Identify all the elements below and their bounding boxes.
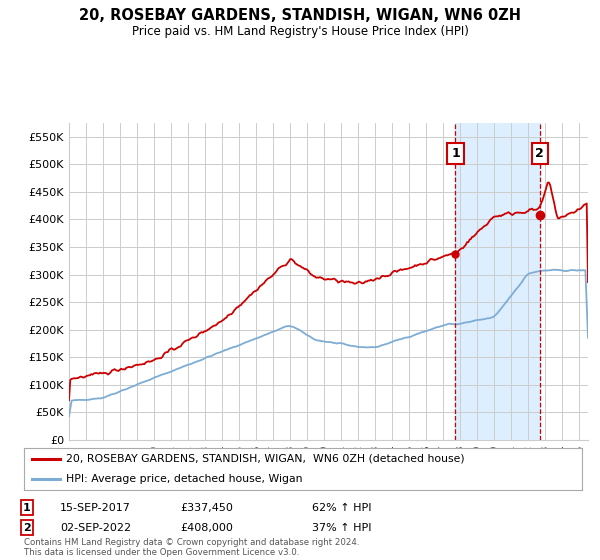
Text: 1: 1 xyxy=(451,147,460,160)
Text: 62% ↑ HPI: 62% ↑ HPI xyxy=(312,503,371,513)
Text: £337,450: £337,450 xyxy=(180,503,233,513)
Text: 20, ROSEBAY GARDENS, STANDISH, WIGAN, WN6 0ZH: 20, ROSEBAY GARDENS, STANDISH, WIGAN, WN… xyxy=(79,8,521,24)
Text: £408,000: £408,000 xyxy=(180,522,233,533)
Text: 15-SEP-2017: 15-SEP-2017 xyxy=(60,503,131,513)
Text: 2: 2 xyxy=(535,147,544,160)
Text: Contains HM Land Registry data © Crown copyright and database right 2024.
This d: Contains HM Land Registry data © Crown c… xyxy=(24,538,359,557)
Text: 02-SEP-2022: 02-SEP-2022 xyxy=(60,522,131,533)
Text: 1: 1 xyxy=(23,503,31,513)
Bar xyxy=(455,123,540,440)
Text: 2: 2 xyxy=(23,522,31,533)
Text: 20, ROSEBAY GARDENS, STANDISH, WIGAN,  WN6 0ZH (detached house): 20, ROSEBAY GARDENS, STANDISH, WIGAN, WN… xyxy=(66,454,464,464)
Text: 37% ↑ HPI: 37% ↑ HPI xyxy=(312,522,371,533)
Text: Price paid vs. HM Land Registry's House Price Index (HPI): Price paid vs. HM Land Registry's House … xyxy=(131,25,469,38)
Text: HPI: Average price, detached house, Wigan: HPI: Average price, detached house, Wiga… xyxy=(66,474,302,484)
